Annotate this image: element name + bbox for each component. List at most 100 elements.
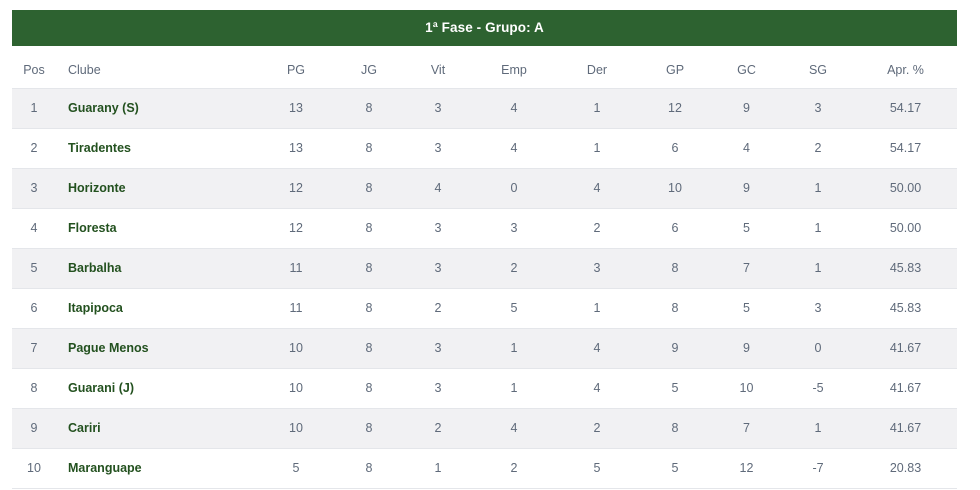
column-header-pos[interactable]: Pos xyxy=(12,52,56,88)
cell-gp: 5 xyxy=(671,381,679,395)
column-header-gp[interactable]: GP xyxy=(639,52,711,88)
cell-sg: 1 xyxy=(814,181,822,195)
cell-clube[interactable]: Itapipoca xyxy=(68,301,123,315)
cell-sg: 1 xyxy=(814,261,822,275)
cell-emp: 4 xyxy=(510,421,518,435)
cell-sg: 3 xyxy=(814,301,822,315)
cell-clube[interactable]: Barbalha xyxy=(68,261,122,275)
table-row[interactable]: 1 Guarany (S) 13 8 3 4 1 12 9 3 54.17 xyxy=(12,88,957,128)
cell-pos: 9 xyxy=(30,421,38,435)
table-row[interactable]: 2 Tiradentes 13 8 3 4 1 6 4 2 54.17 xyxy=(12,128,957,168)
cell-gp: 8 xyxy=(671,261,679,275)
cell-pos: 10 xyxy=(27,461,41,475)
cell-clube[interactable]: Tiradentes xyxy=(68,141,131,155)
cell-gc: 12 xyxy=(739,461,754,475)
cell-vit: 3 xyxy=(434,141,442,155)
cell-pg: 10 xyxy=(289,381,303,395)
table-row[interactable]: 5 Barbalha 11 8 3 2 3 8 7 1 45.83 xyxy=(12,248,957,288)
table-row[interactable]: 8 Guarani (J) 10 8 3 1 4 5 10 -5 41.67 xyxy=(12,368,957,408)
cell-clube[interactable]: Floresta xyxy=(68,221,117,235)
cell-jg: 8 xyxy=(365,261,373,275)
cell-pg: 10 xyxy=(289,341,303,355)
cell-apr: 20.83 xyxy=(889,461,922,475)
cell-der: 4 xyxy=(593,381,601,395)
table-row[interactable]: 6 Itapipoca 11 8 2 5 1 8 5 3 45.83 xyxy=(12,288,957,328)
cell-clube[interactable]: Pague Menos xyxy=(68,341,149,355)
cell-sg: 1 xyxy=(814,221,822,235)
cell-gp: 5 xyxy=(671,461,679,475)
cell-jg: 8 xyxy=(365,421,373,435)
column-header-apr[interactable]: Apr. % xyxy=(854,52,957,88)
column-header-clube[interactable]: Clube xyxy=(56,52,257,88)
cell-gc: 9 xyxy=(743,181,750,195)
cell-apr: 41.67 xyxy=(889,341,922,355)
cell-sg: 0 xyxy=(814,341,822,355)
cell-jg: 8 xyxy=(365,381,373,395)
cell-pg: 5 xyxy=(292,461,300,475)
table-row[interactable]: 7 Pague Menos 10 8 3 1 4 9 9 0 41.67 xyxy=(12,328,957,368)
cell-vit: 2 xyxy=(434,421,442,435)
cell-pos: 7 xyxy=(30,341,38,355)
cell-vit: 4 xyxy=(434,181,442,195)
cell-emp: 3 xyxy=(510,221,518,235)
cell-pg: 12 xyxy=(289,221,303,235)
cell-clube[interactable]: Horizonte xyxy=(68,181,126,195)
table-header: Pos Clube PG JG Vit Emp Der GP GC SG Apr… xyxy=(12,52,957,88)
cell-der: 4 xyxy=(593,181,601,195)
cell-emp: 2 xyxy=(510,461,518,475)
cell-sg: 2 xyxy=(814,141,822,155)
cell-der: 1 xyxy=(593,301,601,315)
cell-clube[interactable]: Cariri xyxy=(68,421,101,435)
cell-jg: 8 xyxy=(365,461,373,475)
cell-jg: 8 xyxy=(365,341,373,355)
cell-clube[interactable]: Guarani (J) xyxy=(68,381,134,395)
cell-clube[interactable]: Maranguape xyxy=(68,461,142,475)
group-header-title: 1ª Fase - Grupo: A xyxy=(425,20,544,36)
cell-gc: 9 xyxy=(743,341,750,355)
table-row[interactable]: 4 Floresta 12 8 3 3 2 6 5 1 50.00 xyxy=(12,208,957,248)
cell-emp: 0 xyxy=(510,181,518,195)
cell-pg: 13 xyxy=(289,141,303,155)
cell-apr: 45.83 xyxy=(889,261,922,275)
cell-pg: 10 xyxy=(289,421,303,435)
column-header-der[interactable]: Der xyxy=(555,52,639,88)
table-body: 1 Guarany (S) 13 8 3 4 1 12 9 3 54.17 2 Tiradentes 13… xyxy=(12,88,957,488)
cell-sg: -5 xyxy=(812,381,824,395)
column-header-sg[interactable]: SG xyxy=(782,52,854,88)
cell-sg: 1 xyxy=(814,421,822,435)
cell-vit: 3 xyxy=(434,221,442,235)
table-header-row: Pos Clube PG JG Vit Emp Der GP GC SG Apr… xyxy=(12,52,957,88)
cell-pos: 8 xyxy=(30,381,38,395)
cell-sg: 3 xyxy=(814,101,822,115)
cell-pos: 6 xyxy=(30,301,38,315)
cell-der: 2 xyxy=(593,221,601,235)
cell-apr: 50.00 xyxy=(889,221,922,235)
cell-pos: 2 xyxy=(30,141,38,155)
cell-emp: 2 xyxy=(510,261,518,275)
cell-jg: 8 xyxy=(365,221,373,235)
cell-gc: 5 xyxy=(743,301,750,315)
table-row[interactable]: 9 Cariri 10 8 2 4 2 8 7 1 41.67 xyxy=(12,408,957,448)
cell-der: 5 xyxy=(593,461,601,475)
cell-gp: 12 xyxy=(668,101,682,115)
cell-gp: 9 xyxy=(671,341,679,355)
table-row[interactable]: 3 Horizonte 12 8 4 0 4 10 9 1 50.00 xyxy=(12,168,957,208)
cell-apr: 54.17 xyxy=(889,101,922,115)
column-header-emp[interactable]: Emp xyxy=(473,52,555,88)
column-header-jg[interactable]: JG xyxy=(335,52,403,88)
column-header-gc[interactable]: GC xyxy=(711,52,782,88)
cell-clube[interactable]: Guarany (S) xyxy=(68,101,139,115)
cell-apr: 41.67 xyxy=(889,421,922,435)
cell-pg: 13 xyxy=(289,101,303,115)
cell-der: 1 xyxy=(593,101,601,115)
cell-vit: 3 xyxy=(434,101,442,115)
column-header-pg[interactable]: PG xyxy=(257,52,335,88)
cell-pg: 11 xyxy=(289,301,303,315)
cell-apr: 50.00 xyxy=(889,181,922,195)
table-row[interactable]: 10 Maranguape 5 8 1 2 5 5 12 -7 20.83 xyxy=(12,448,957,488)
cell-emp: 1 xyxy=(510,381,518,395)
cell-der: 1 xyxy=(593,141,601,155)
column-header-vit[interactable]: Vit xyxy=(403,52,473,88)
cell-jg: 8 xyxy=(365,101,373,115)
